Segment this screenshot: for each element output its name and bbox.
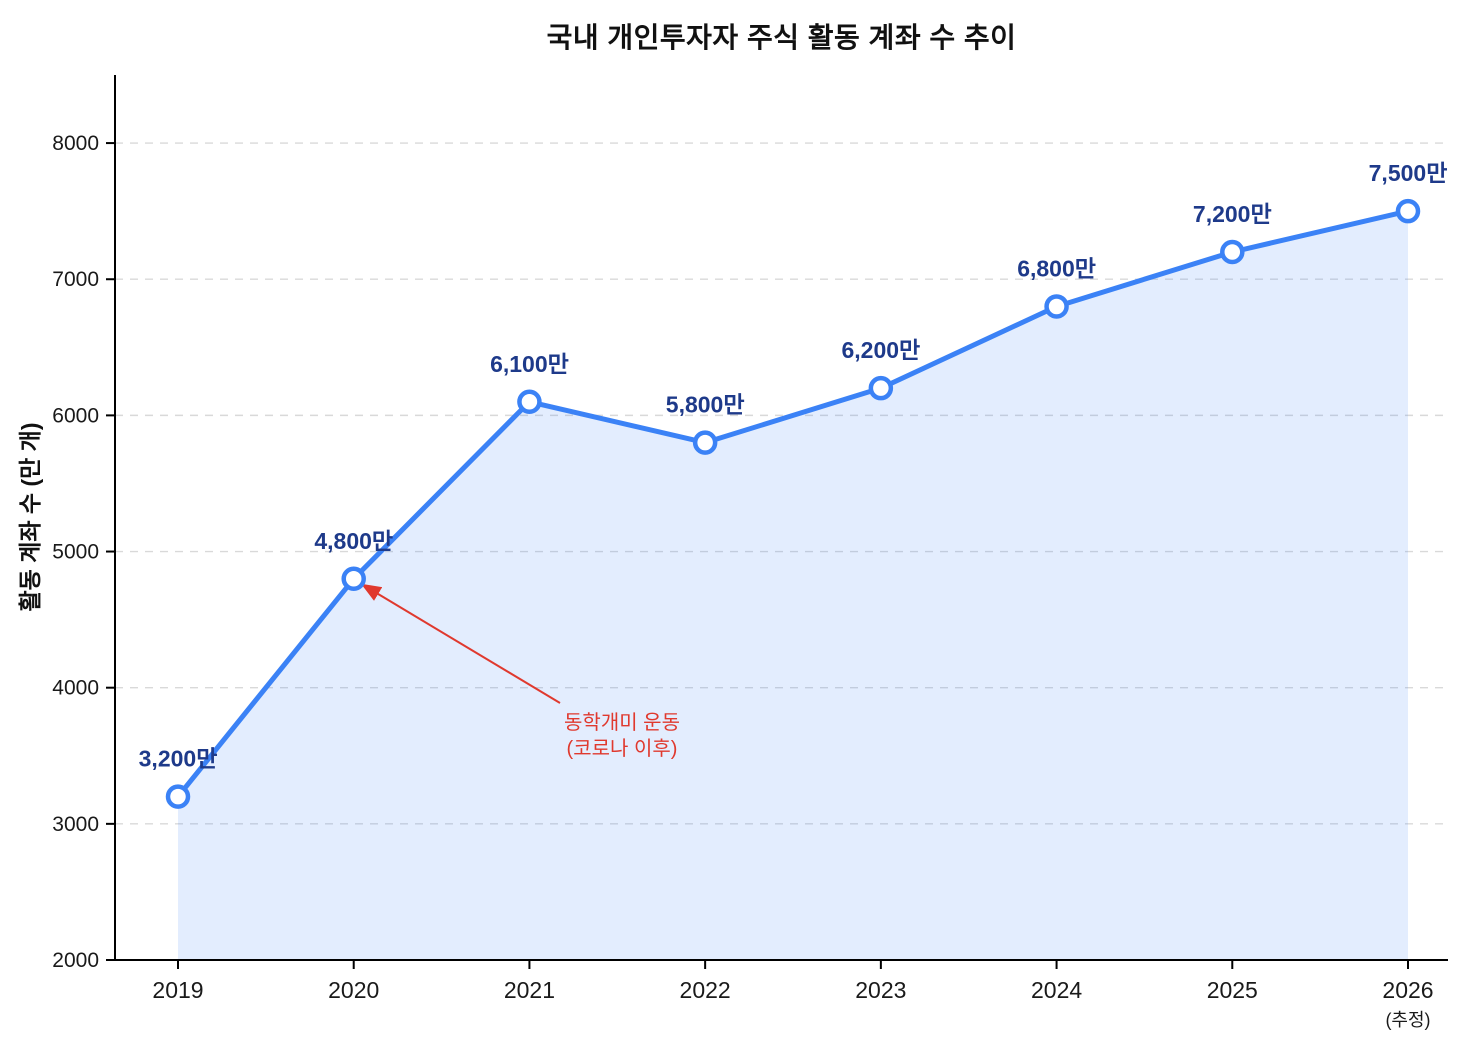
data-point-2022 — [692, 430, 718, 455]
x-tick-label-2021: 2021 — [504, 977, 555, 1003]
data-label-2026: 7,500만 — [1369, 160, 1448, 186]
x-tick-label-2020: 2020 — [328, 977, 379, 1003]
x-tick-label-2023: 2023 — [855, 977, 906, 1003]
area-fill — [178, 211, 1408, 961]
x-tick-label-2019: 2019 — [152, 977, 203, 1003]
data-label-2025: 7,200만 — [1193, 201, 1272, 227]
annotation-arrow — [360, 583, 561, 704]
data-label-2020: 4,800만 — [314, 528, 393, 554]
y-tick-label-4000: 4000 — [52, 677, 99, 700]
data-label-2019: 3,200만 — [139, 746, 218, 772]
annotation-text-line1: 동학개미 운동 — [564, 711, 680, 734]
data-label-2021: 6,100만 — [490, 351, 569, 377]
x-tick-label-2026: 2026 — [1382, 977, 1433, 1003]
data-point-2020 — [341, 566, 366, 592]
data-point-2025 — [1220, 239, 1245, 265]
y-tick-label-3000: 3000 — [52, 813, 99, 836]
data-point-2021 — [517, 389, 542, 415]
data-label-2023: 6,200만 — [841, 337, 920, 363]
chart-title: 국내 개인투자자 주식 활동 계좌 수 추이 — [546, 22, 1017, 53]
data-point-2023 — [868, 375, 894, 401]
y-tick-label-6000: 6000 — [52, 404, 99, 427]
x-tick-label-2022: 2022 — [680, 977, 731, 1003]
annotation-text-line2: (코로나 이후) — [567, 737, 678, 760]
y-tick-label-5000: 5000 — [52, 541, 99, 564]
x-tick-label-2025: 2025 — [1207, 977, 1258, 1003]
x-tick-label-2024: 2024 — [1031, 977, 1082, 1003]
x-tick-sublabel-estimate: (추정) — [1385, 1010, 1430, 1030]
trend-line — [175, 208, 1411, 800]
data-point-2026 — [1395, 198, 1421, 224]
data-point-2024 — [1044, 294, 1069, 319]
data-label-2022: 5,800만 — [666, 392, 745, 418]
y-tick-label-8000: 8000 — [52, 132, 99, 155]
data-point-2019 — [165, 784, 191, 809]
y-tick-label-2000: 2000 — [52, 949, 99, 972]
data-label-2024: 6,800만 — [1017, 255, 1096, 281]
y-tick-label-7000: 7000 — [52, 268, 99, 291]
